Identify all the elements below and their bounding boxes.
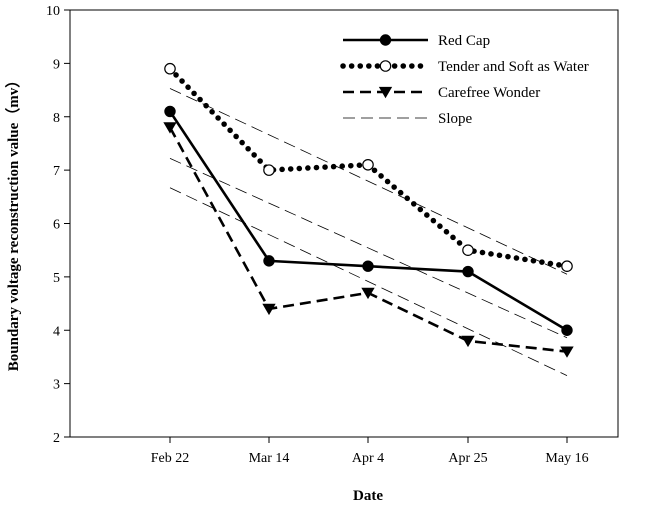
data-point	[561, 324, 573, 336]
data-point	[164, 105, 176, 118]
legend-label: Slope	[438, 111, 473, 127]
y-tick-label: 2	[53, 431, 60, 446]
data-point	[263, 164, 275, 176]
data-point	[561, 260, 573, 272]
y-tick-label: 8	[53, 111, 60, 126]
legend-label: Red Cap	[438, 33, 490, 49]
y-tick-label: 9	[53, 57, 60, 72]
data-point	[462, 244, 474, 256]
slope-line	[169, 187, 568, 376]
slope-line	[169, 158, 568, 339]
y-tick-label: 6	[53, 218, 60, 233]
axes: 2 3 4 5 6 7 8 9 10 Feb 22 Mar 14 Apr 4 Apr 25 May 16	[46, 4, 619, 466]
x-tick-label: Apr 4	[352, 451, 384, 466]
series-layer	[163, 62, 574, 358]
slope-line	[169, 88, 568, 275]
legend-marker	[379, 60, 392, 72]
data-point	[462, 265, 474, 278]
legend: Red Cap Tender and Soft as Water Carefree …	[340, 33, 589, 127]
data-point	[461, 335, 475, 348]
y-tick-label: 10	[46, 4, 60, 19]
data-point	[560, 346, 574, 358]
data-point	[164, 62, 176, 75]
data-point	[263, 255, 275, 267]
x-axis-title: Date	[353, 488, 383, 504]
y-tick-label: 5	[53, 271, 60, 286]
x-tick-label: Apr 25	[448, 451, 487, 466]
legend-label: Carefree Wonder	[438, 85, 540, 101]
data-point	[163, 122, 177, 134]
data-point	[362, 158, 374, 171]
y-tick-label: 4	[53, 324, 60, 339]
x-tick-label: May 16	[545, 451, 588, 466]
y-tick-label: 3	[53, 378, 60, 393]
data-point	[361, 287, 375, 300]
data-point	[262, 303, 276, 316]
y-axis-title: Boundary voltage reconstruction value（mv…	[4, 73, 22, 371]
legend-marker	[378, 86, 393, 99]
y-tick-label: 7	[53, 164, 60, 179]
x-tick-label: Mar 14	[249, 451, 290, 466]
legend-marker	[379, 34, 392, 46]
legend-label: Tender and Soft as Water	[438, 59, 589, 75]
x-tick-label: Feb 22	[151, 451, 190, 466]
data-point	[362, 260, 374, 272]
